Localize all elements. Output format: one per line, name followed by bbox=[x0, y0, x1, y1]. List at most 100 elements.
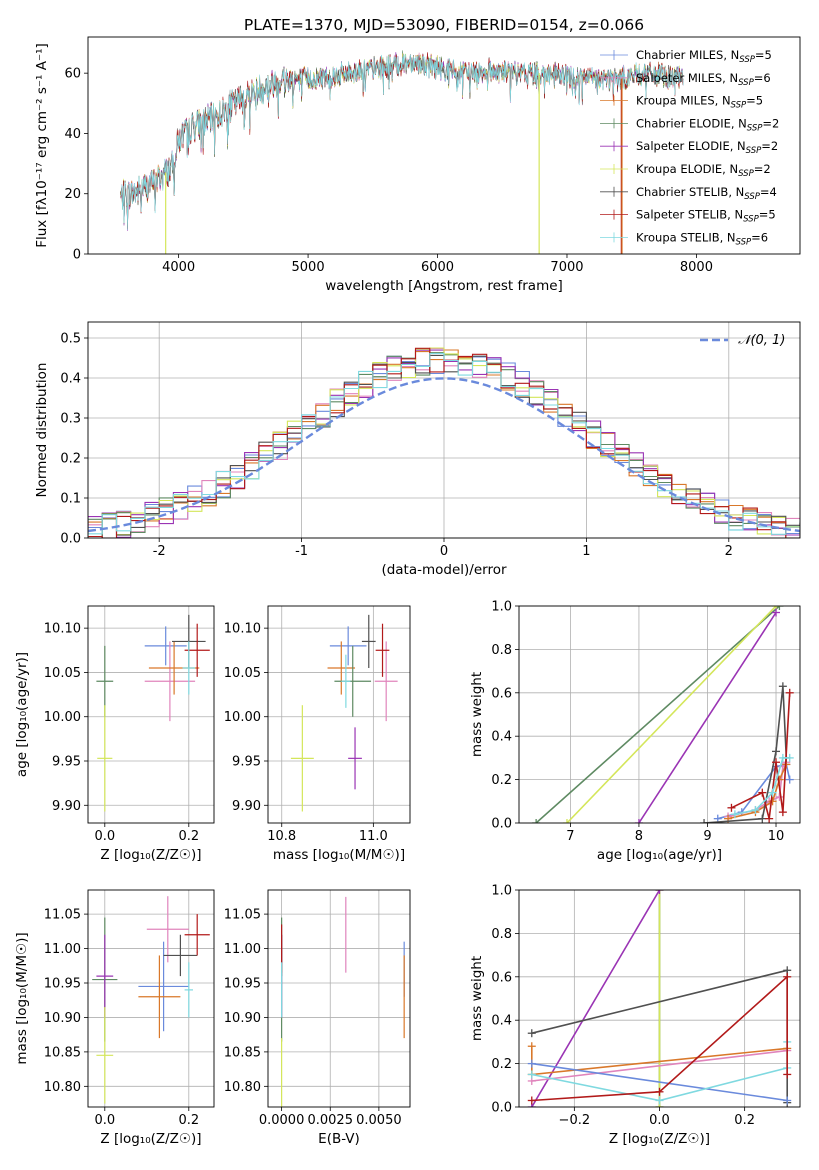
x-axis-label: Z [log₁₀(Z/Z☉)] bbox=[609, 1131, 710, 1147]
legend-item: Kroupa MILES, NSSP=5 bbox=[600, 94, 763, 111]
legend-label-main: Kroupa MILES, N bbox=[636, 94, 731, 108]
legend-label-tail: =5 bbox=[759, 208, 776, 222]
legend-label-sub: SSP bbox=[731, 101, 747, 111]
error-bar-point bbox=[96, 1007, 114, 1104]
mass-vs-ebv-panel: 0.0000 0.0025 0.0050 10.80 10.85 10.90 10.95 11… bbox=[224, 889, 411, 1147]
legend-label: Chabrier STELIB, NSSP=4 bbox=[636, 185, 777, 202]
x-tick-label: 8 bbox=[635, 829, 643, 844]
weight-marker bbox=[783, 1070, 792, 1079]
legend-label-sub: SSP bbox=[736, 237, 752, 247]
weight-marker bbox=[562, 819, 571, 823]
y-tick-label: 0.1 bbox=[60, 492, 81, 507]
weight-marker bbox=[532, 819, 541, 823]
y-tick-label: 0.6 bbox=[491, 686, 512, 701]
y-axis-label: mass weight bbox=[469, 672, 485, 757]
y-tick-label: 0.0 bbox=[491, 817, 512, 832]
x-tick-label: 0.0025 bbox=[307, 1113, 353, 1128]
weight-marker bbox=[730, 810, 739, 819]
axes-frame bbox=[267, 605, 411, 824]
weight-marker bbox=[727, 803, 736, 812]
y-tick-label: 10.90 bbox=[224, 1011, 261, 1026]
spectrum-panel: 4000 5000 6000 7000 8000 0 20 40 60 wavelength [A… bbox=[34, 36, 801, 294]
error-bar-point bbox=[327, 641, 356, 695]
normal-curve bbox=[87, 377, 801, 533]
y-tick-label: 20 bbox=[64, 187, 81, 202]
legend-label-tail: =5 bbox=[755, 48, 772, 62]
error-bar-point bbox=[182, 641, 196, 695]
x-axis-label: E(B-V) bbox=[318, 1131, 360, 1147]
y-tick-label: 0.2 bbox=[60, 452, 81, 467]
error-bar-point bbox=[163, 934, 198, 977]
axes-frame bbox=[267, 889, 411, 1108]
weight-marker bbox=[778, 682, 787, 691]
y-tick-label: 10.10 bbox=[224, 622, 261, 637]
y-tick-label: 10.95 bbox=[224, 977, 261, 992]
weight-marker bbox=[758, 814, 767, 823]
y-tick-label: 10.90 bbox=[44, 1011, 81, 1026]
x-tick-label: 5000 bbox=[292, 260, 325, 275]
x-axis-label: wavelength [Angstrom, rest frame] bbox=[325, 278, 563, 294]
weight-marker bbox=[758, 788, 767, 797]
y-tick-label: 1.0 bbox=[491, 884, 512, 899]
legend-item: Kroupa STELIB, NSSP=6 bbox=[600, 230, 768, 247]
x-tick-label: 0.2 bbox=[734, 1113, 755, 1128]
x-tick-label: 0.2 bbox=[178, 829, 199, 844]
legend-item: Salpeter MILES, NSSP=6 bbox=[600, 71, 771, 88]
y-tick-label: 9.90 bbox=[52, 799, 81, 814]
legend-label-sub: SSP bbox=[738, 169, 754, 179]
legend-label-sub: SSP bbox=[738, 78, 754, 88]
weight-marker bbox=[527, 1029, 536, 1038]
y-tick-label: 9.95 bbox=[52, 755, 81, 770]
error-bar-point bbox=[97, 705, 113, 812]
weight-marker bbox=[775, 792, 784, 801]
weight-marker bbox=[655, 1096, 664, 1105]
x-axis-label: mass [log₁₀(M/M☉)] bbox=[273, 847, 405, 863]
error-bar-point bbox=[334, 645, 372, 717]
weight-marker bbox=[778, 808, 787, 817]
legend-label-tail: =5 bbox=[746, 94, 763, 108]
weight-vs-age-panel: 7 8 9 10 0.0 0.2 0.4 0.6 0.8 1.0 age [log₁₀(age/yr… bbox=[469, 600, 801, 863]
weight-marker bbox=[527, 1096, 536, 1105]
x-tick-label: 2 bbox=[725, 544, 733, 559]
error-bar-point bbox=[375, 623, 390, 677]
legend-label: Salpeter MILES, NSSP=6 bbox=[636, 71, 771, 88]
weight-marker bbox=[778, 753, 787, 762]
error-bar-point bbox=[374, 641, 398, 722]
weight-vs-Z-panel: −0.2 0.0 0.2 0.0 0.2 0.4 0.6 0.8 1.0 Z [log₁₀(Z/Z… bbox=[469, 884, 801, 1147]
x-axis-label: age [log₁₀(age/yr)] bbox=[597, 847, 722, 863]
y-axis-label: age [log₁₀(age/yr)] bbox=[14, 652, 30, 777]
legend-label-sub: SSP bbox=[739, 55, 755, 65]
legend-label: Kroupa STELIB, NSSP=6 bbox=[636, 230, 768, 247]
legend-label-main: Salpeter ELODIE, N bbox=[636, 139, 746, 153]
weight-marker bbox=[785, 753, 794, 762]
mass-vs-Z-panel: 0.0 0.2 10.80 10.85 10.90 10.95 11.00 11.05 Z [l… bbox=[14, 889, 215, 1147]
error-bar-point bbox=[144, 626, 187, 666]
weight-series-line bbox=[703, 686, 788, 823]
y-tick-label: 9.95 bbox=[232, 755, 261, 770]
weight-series-line bbox=[531, 1062, 788, 1102]
legend-label: Chabrier ELODIE, NSSP=2 bbox=[636, 116, 779, 133]
spectrum-line bbox=[120, 53, 684, 230]
x-tick-label: 10.8 bbox=[267, 829, 296, 844]
weight-marker bbox=[751, 805, 760, 814]
error-bar-point bbox=[341, 654, 351, 708]
weight-series-line bbox=[566, 606, 777, 823]
legend-label: Kroupa MILES, NSSP=5 bbox=[636, 94, 763, 111]
weight-marker bbox=[783, 972, 792, 981]
weight-marker bbox=[768, 788, 777, 797]
y-tick-label: 0.8 bbox=[491, 643, 512, 658]
legend-label-tail: =6 bbox=[751, 230, 768, 244]
weight-series-line bbox=[535, 606, 780, 823]
weight-series-line bbox=[531, 975, 788, 1102]
age-vs-mass-panel: 10.8 11.0 9.90 9.95 10.00 10.05 10.10 mass [log… bbox=[224, 605, 411, 863]
error-bar-point bbox=[96, 645, 114, 717]
legend-label-main: Kroupa STELIB, N bbox=[636, 230, 736, 244]
legend-label-main: Chabrier ELODIE, N bbox=[636, 116, 747, 130]
y-tick-label: 10.80 bbox=[224, 1080, 261, 1095]
legend-label-sub: SSP bbox=[746, 146, 762, 156]
legend-label: Chabrier MILES, NSSP=5 bbox=[636, 48, 772, 65]
y-tick-label: 10.00 bbox=[44, 710, 81, 725]
error-bar-point bbox=[184, 914, 210, 956]
y-tick-label: 0.3 bbox=[60, 412, 81, 427]
weight-marker bbox=[785, 775, 794, 784]
